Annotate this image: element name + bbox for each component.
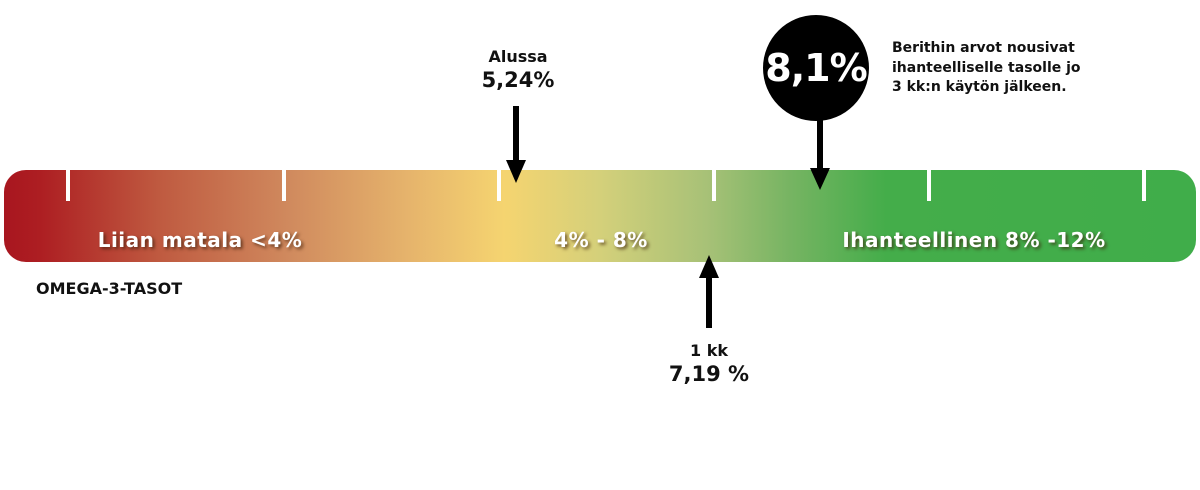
scale-tick: [282, 170, 286, 201]
zone-label-low: Liian matala <4%: [97, 228, 303, 252]
result-note: Berithin arvot nousivat ihanteelliselle …: [892, 39, 1081, 98]
one-month-marker-value: 7,19 %: [668, 362, 750, 386]
three-month-value: 8,1%: [765, 46, 867, 90]
three-month-arrow-icon: [810, 118, 830, 190]
scale-tick: [927, 170, 931, 201]
one-month-arrow-icon: [699, 255, 719, 328]
scale-tick: [66, 170, 70, 201]
start-marker-caption: Alussa 5,24%: [482, 47, 555, 92]
scale-title: OMEGA-3-TASOT: [36, 279, 183, 298]
note-line: Berithin arvot nousivat: [892, 40, 1075, 56]
three-month-value-badge: 8,1%: [763, 15, 869, 121]
omega3-scale-bar: Liian matala <4% 4% - 8% Ihanteellinen 8…: [4, 170, 1196, 262]
zone-label-mid: 4% - 8%: [554, 228, 648, 252]
note-line: ihanteelliselle tasolle jo: [892, 59, 1081, 76]
start-marker-value: 5,24%: [481, 68, 555, 92]
zone-label-ideal: Ihanteellinen 8% -12%: [842, 228, 1106, 252]
scale-tick: [712, 170, 716, 201]
scale-tick: [1142, 170, 1146, 201]
start-marker-label: Alussa: [488, 47, 548, 66]
one-month-marker-label: 1 kk: [690, 341, 728, 360]
start-arrow-icon: [506, 106, 526, 183]
one-month-marker-caption: 1 kk 7,19 %: [669, 341, 749, 386]
note-line: 3 kk:n käytön jälkeen.: [892, 79, 1067, 95]
scale-tick: [497, 170, 501, 201]
